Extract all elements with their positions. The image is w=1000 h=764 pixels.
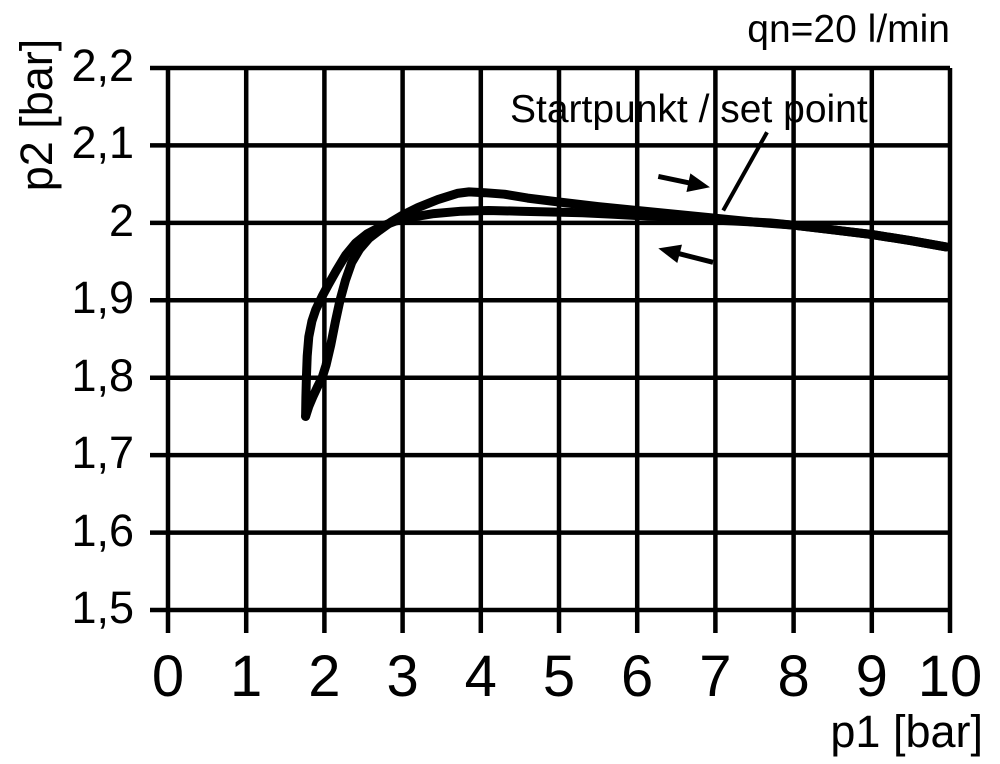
x-tick-label: 9 (855, 644, 888, 709)
y-tick-label: 2,2 (71, 39, 134, 91)
x-tick-label: 7 (699, 644, 732, 709)
flow-rate-annotation: qn=20 l/min (747, 8, 950, 51)
x-tick-label: 5 (542, 644, 576, 709)
pressure-decreasing-sweep (301, 206, 951, 421)
x-tick-label: 2 (308, 644, 341, 709)
direction-arrow-left (658, 244, 714, 265)
x-tick-label: 4 (464, 644, 497, 709)
y-tick-label: 2 (108, 194, 134, 246)
x-tick-label: 3 (386, 644, 419, 709)
x-tick-label: 1 (230, 644, 263, 709)
set-point-leader-line (721, 131, 769, 212)
y-tick-label: 1,8 (71, 349, 134, 401)
x-tick-label: 10 (917, 644, 983, 709)
hysteresis-curves (301, 187, 951, 421)
grid-lines (150, 65, 953, 633)
annotation-shapes (657, 131, 769, 265)
y-tick-label: 1,9 (71, 272, 134, 324)
y-tick-label: 1,7 (71, 427, 134, 479)
x-tick-label: 0 (151, 644, 185, 709)
x-tick-label: 8 (777, 644, 810, 709)
set-point-annotation: Startpunkt / set point (510, 88, 868, 131)
direction-arrow-right (657, 173, 710, 193)
x-tick-label: 6 (621, 644, 654, 709)
y-axis-title: p2 [bar] (11, 38, 62, 192)
x-axis-title: p1 [bar] (830, 706, 983, 757)
y-tick-label: 1,5 (71, 581, 134, 633)
y-tick-label: 1,6 (71, 504, 134, 556)
y-tick-label: 2,1 (71, 117, 134, 169)
